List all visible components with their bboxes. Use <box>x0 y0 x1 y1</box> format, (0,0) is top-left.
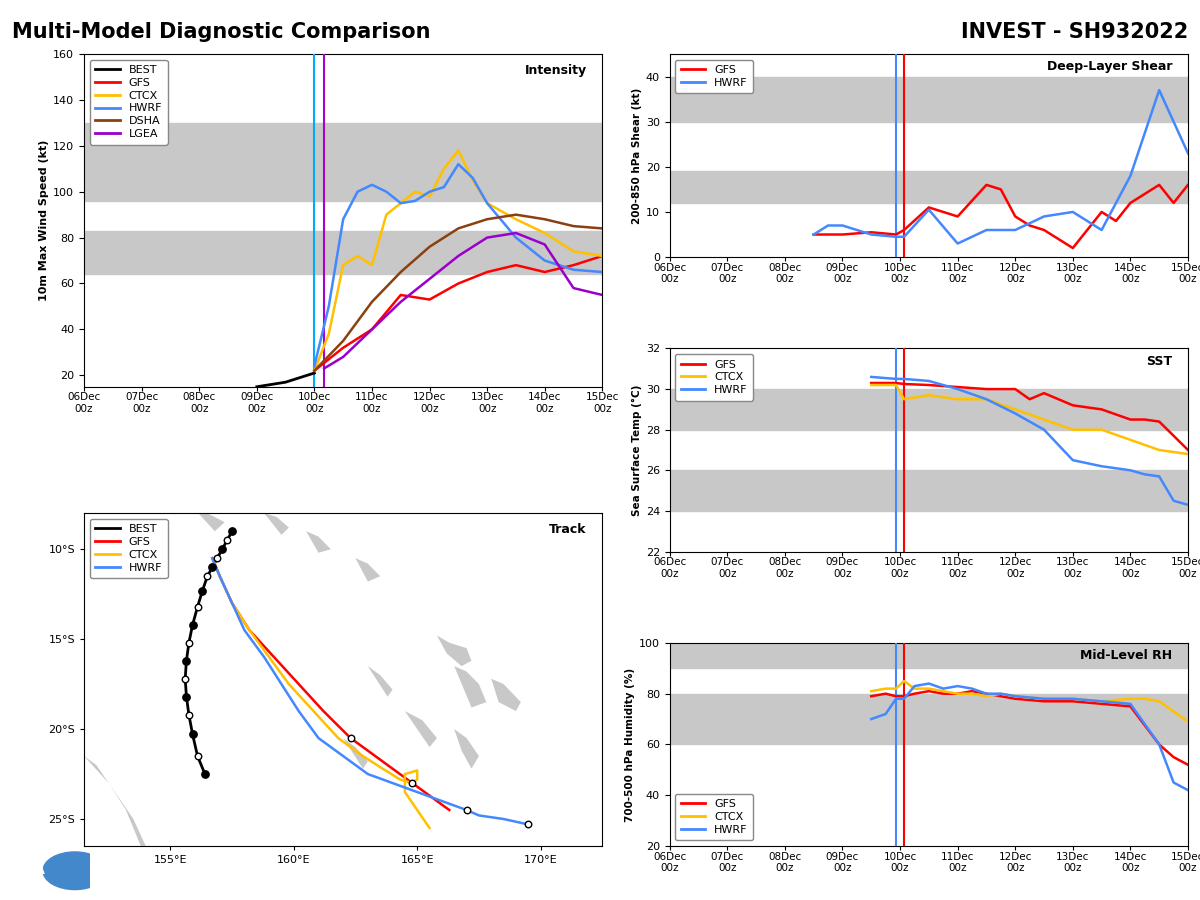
Legend: BEST, GFS, CTCX, HWRF: BEST, GFS, CTCX, HWRF <box>90 518 168 578</box>
Polygon shape <box>84 756 145 846</box>
Point <box>518 817 538 832</box>
Legend: GFS, HWRF: GFS, HWRF <box>676 59 754 94</box>
Point <box>217 533 236 547</box>
Y-axis label: 700-500 hPa Humidity (%): 700-500 hPa Humidity (%) <box>625 668 635 822</box>
Point <box>176 689 196 704</box>
Point <box>179 635 198 650</box>
Bar <box>84 122 602 201</box>
Point <box>176 653 196 668</box>
Text: Multi-Model Diagnostic Comparison: Multi-Model Diagnostic Comparison <box>12 22 431 42</box>
Point <box>182 617 202 632</box>
Y-axis label: 10m Max Wind Speed (kt): 10m Max Wind Speed (kt) <box>38 140 49 302</box>
Point <box>188 599 208 614</box>
Bar <box>670 171 1188 202</box>
Point <box>403 776 422 790</box>
Polygon shape <box>455 666 486 707</box>
Point <box>193 583 212 598</box>
Bar <box>670 76 1188 122</box>
Polygon shape <box>404 711 437 747</box>
Y-axis label: 200-850 hPa Shear (kt): 200-850 hPa Shear (kt) <box>631 87 642 224</box>
Text: SST: SST <box>1146 355 1172 367</box>
Legend: GFS, CTCX, HWRF: GFS, CTCX, HWRF <box>676 794 754 841</box>
Point <box>208 551 227 565</box>
Point <box>198 569 217 583</box>
Polygon shape <box>437 635 472 666</box>
Bar <box>670 389 1188 429</box>
Point <box>179 707 198 722</box>
Point <box>457 803 476 817</box>
Polygon shape <box>264 513 289 535</box>
Circle shape <box>43 852 107 889</box>
Polygon shape <box>196 509 224 531</box>
Legend: BEST, GFS, CTCX, HWRF, DSHA, LGEA: BEST, GFS, CTCX, HWRF, DSHA, LGEA <box>90 59 168 145</box>
Polygon shape <box>343 738 368 769</box>
Polygon shape <box>455 729 479 769</box>
Point <box>182 727 202 742</box>
Text: INVEST - SH932022: INVEST - SH932022 <box>961 22 1188 42</box>
Text: Intensity: Intensity <box>524 64 587 77</box>
Polygon shape <box>306 531 331 553</box>
Point <box>188 749 208 763</box>
Point <box>222 524 241 538</box>
Text: Track: Track <box>550 523 587 536</box>
Polygon shape <box>355 558 380 581</box>
Bar <box>84 230 602 274</box>
Bar <box>670 643 1188 669</box>
Point <box>175 671 194 686</box>
Point <box>196 767 215 781</box>
Text: CIRA: CIRA <box>13 864 46 878</box>
Text: Deep-Layer Shear: Deep-Layer Shear <box>1046 60 1172 73</box>
Point <box>212 542 232 556</box>
Bar <box>670 471 1188 511</box>
Polygon shape <box>491 679 521 711</box>
Legend: GFS, CTCX, HWRF: GFS, CTCX, HWRF <box>676 354 754 400</box>
Point <box>203 560 222 574</box>
Y-axis label: Sea Surface Temp (°C): Sea Surface Temp (°C) <box>631 384 642 516</box>
Bar <box>670 694 1188 744</box>
Point <box>341 731 360 745</box>
Polygon shape <box>368 666 392 697</box>
Text: Mid-Level RH: Mid-Level RH <box>1080 649 1172 662</box>
